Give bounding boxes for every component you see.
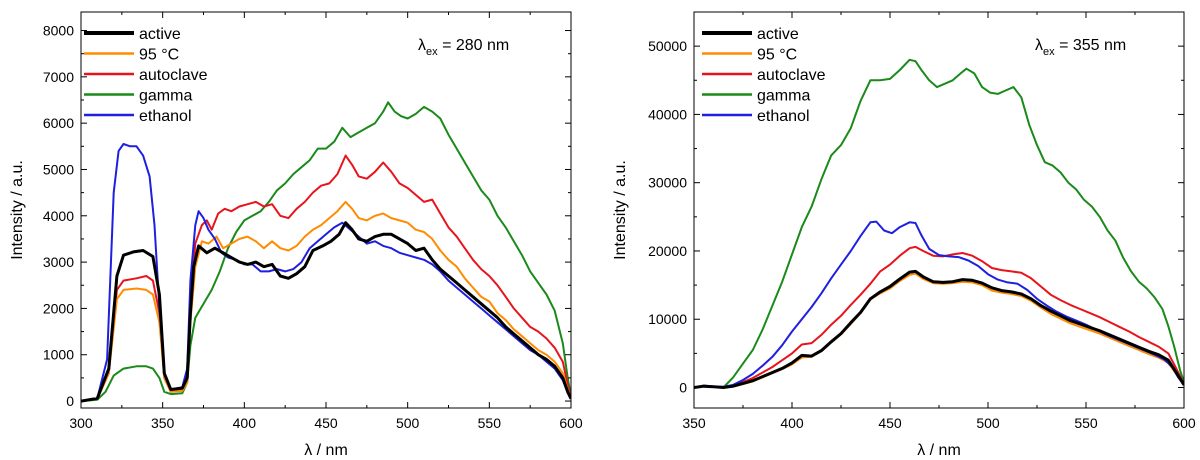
x-tick-label: 600	[1172, 415, 1196, 431]
x-tick-label: 550	[1074, 415, 1098, 431]
y-tick-label: 0	[66, 393, 74, 409]
x-tick-label: 400	[233, 415, 257, 431]
x-tick-label: 350	[151, 415, 175, 431]
x-tick-label: 450	[314, 415, 338, 431]
chart-panel-2: 350 400 450 500 550 600 0 10000 20000 30000 40000 5…	[612, 11, 1196, 459]
series-line-ethanol	[694, 220, 1184, 389]
legend: active 95 °C autoclave gamma ethanol	[84, 26, 208, 125]
y-tick-label: 6000	[43, 115, 74, 131]
excitation-annotation: λex = 280 nm	[418, 37, 509, 58]
legend-item: 95 °C	[84, 47, 179, 64]
legend-label: active	[139, 26, 181, 43]
legend-item: autoclave	[702, 67, 826, 84]
excitation-annotation: λex = 355 nm	[1035, 37, 1126, 58]
plot-lines	[694, 58, 1184, 389]
chart-panel-1: 300 350 400 450 500 550 6000100020003000400050…	[9, 11, 583, 459]
y-axis-label: Intensity / a.u.	[9, 160, 26, 260]
x-axis-label: λ / nm	[304, 442, 348, 459]
legend-item: active	[84, 26, 181, 43]
legend-label: autoclave	[757, 67, 826, 84]
y-tick-label: 3000	[43, 254, 74, 270]
series-line-active	[81, 221, 571, 403]
x-tick-label: 450	[878, 415, 902, 431]
series-line-active	[694, 269, 1184, 389]
legend: active 95 °C autoclave gamma ethanol	[702, 26, 826, 125]
y-tick-label: 4000	[43, 208, 74, 224]
y-tick-label: 10000	[648, 311, 687, 327]
legend-label: gamma	[139, 88, 192, 105]
y-tick-label: 20000	[648, 243, 687, 259]
plot-lines	[81, 101, 571, 403]
x-tick-label: 500	[396, 415, 420, 431]
series-line-gamma	[81, 101, 571, 403]
series-line-95-c	[81, 200, 571, 403]
x-tick-label: 600	[559, 415, 583, 431]
legend-label: ethanol	[139, 108, 192, 125]
legend-label: gamma	[757, 88, 810, 105]
y-tick-label: 40000	[648, 106, 687, 122]
legend-item: active	[702, 26, 799, 43]
x-tick-label: 350	[682, 415, 706, 431]
x-tick-label: 400	[780, 415, 804, 431]
x-tick-label: 550	[478, 415, 502, 431]
legend-label: 95 °C	[757, 47, 797, 64]
x-tick-label: 300	[69, 415, 93, 431]
legend-item: gamma	[702, 88, 810, 105]
legend-item: ethanol	[84, 108, 192, 125]
legend-item: autoclave	[84, 67, 208, 84]
legend-label: 95 °C	[139, 47, 179, 64]
series-line-autoclave	[81, 154, 571, 403]
y-tick-label: 30000	[648, 175, 687, 191]
y-axis-label: Intensity / a.u.	[612, 160, 629, 260]
y-tick-label: 5000	[43, 161, 74, 177]
series-line-autoclave	[694, 245, 1184, 389]
y-tick-label: 2000	[43, 300, 74, 316]
y-tick-label: 0	[679, 380, 687, 396]
x-tick-label: 500	[976, 415, 1000, 431]
legend-item: ethanol	[702, 108, 810, 125]
y-tick-label: 8000	[43, 23, 74, 39]
series-line-gamma	[694, 58, 1184, 389]
legend-item: 95 °C	[702, 47, 797, 64]
x-axis-label: λ / nm	[917, 442, 961, 459]
legend-label: active	[757, 26, 799, 43]
y-tick-label: 50000	[648, 38, 687, 54]
legend-label: autoclave	[139, 67, 208, 84]
legend-label: ethanol	[757, 108, 810, 125]
y-tick-label: 7000	[43, 69, 74, 85]
y-tick-label: 1000	[43, 347, 74, 363]
legend-item: gamma	[84, 88, 192, 105]
